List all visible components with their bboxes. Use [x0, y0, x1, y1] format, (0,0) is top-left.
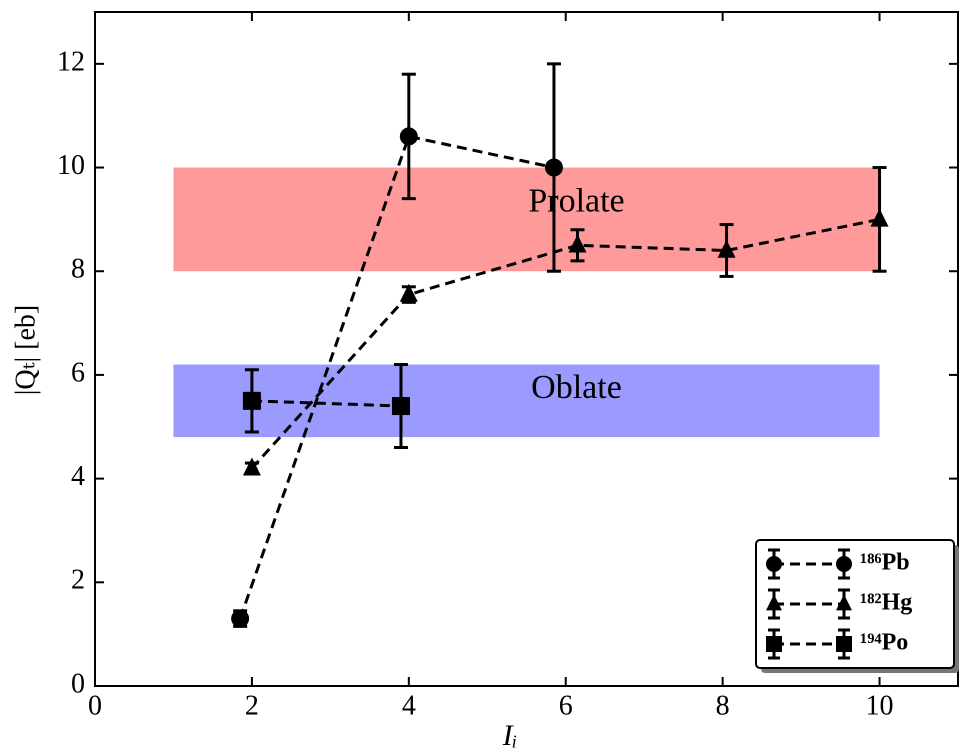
y-tick-label: 10 [57, 150, 85, 181]
axes-frame [94, 11, 959, 687]
y-tick-label: 2 [71, 565, 85, 596]
legend-label: ¹⁸⁶Pb [860, 550, 910, 576]
marker [836, 594, 852, 611]
series-line [251, 399, 402, 408]
x-tick-label: 4 [402, 690, 416, 721]
series-line [238, 134, 555, 620]
band-label: Oblate [531, 369, 622, 406]
y-tick-label: 4 [71, 461, 85, 492]
y-axis-label: |Qₜ| [eb] [10, 305, 41, 395]
x-tick-label: 10 [866, 690, 894, 721]
y-tick-label: 0 [71, 668, 85, 699]
marker [870, 208, 889, 227]
marker [544, 158, 563, 177]
x-tick-label: 8 [716, 690, 730, 721]
marker [242, 391, 261, 410]
y-tick-label: 8 [71, 254, 85, 285]
y-tick-label: 6 [71, 357, 85, 388]
marker [391, 397, 410, 416]
x-tick-label: 2 [245, 690, 259, 721]
marker [766, 636, 782, 652]
marker [399, 127, 418, 146]
band-label: Prolate [528, 183, 624, 220]
legend-label: ¹⁹⁴Po [860, 630, 908, 656]
marker [766, 556, 782, 572]
band [173, 167, 880, 272]
marker [231, 609, 250, 628]
marker [836, 636, 852, 652]
marker [399, 283, 418, 302]
marker [836, 556, 852, 572]
band [173, 364, 880, 438]
legend-label: ¹⁸²Hg [860, 590, 912, 616]
marker [568, 234, 587, 253]
marker [717, 239, 736, 258]
x-tick-label: 6 [559, 690, 573, 721]
y-tick-label: 12 [57, 46, 85, 77]
x-tick-label: 0 [88, 690, 102, 721]
marker [766, 594, 782, 611]
x-axis-label: Iᵢ [502, 719, 518, 752]
legend [755, 539, 955, 669]
marker [242, 457, 261, 476]
